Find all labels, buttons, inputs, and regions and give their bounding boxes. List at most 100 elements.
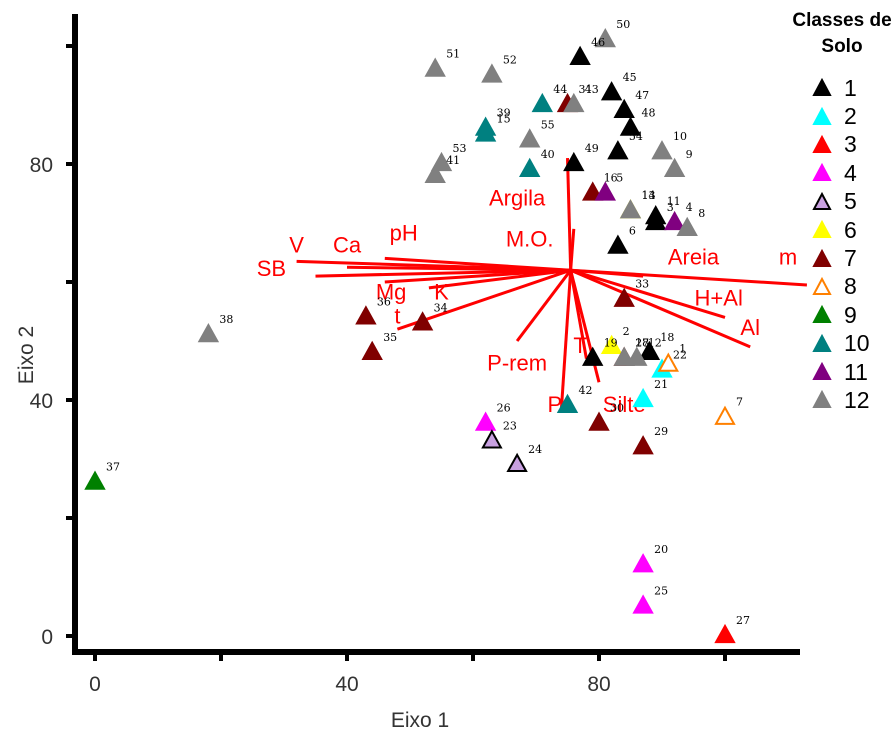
legend-title-line-2: Solo: [821, 36, 863, 57]
point-class-5: [481, 429, 503, 449]
point-class-4: [474, 411, 497, 431]
point-class-1: [563, 151, 585, 172]
legend-item: 2: [812, 102, 870, 130]
point-label: 25: [654, 585, 668, 598]
point-label: 47: [635, 89, 649, 102]
point-class-7: [613, 287, 635, 307]
legend-title-line-1: Classes de: [792, 10, 892, 31]
legend-item: 6: [812, 216, 870, 244]
y-tick-label: 40: [30, 390, 53, 413]
vector-K: [428, 268, 571, 290]
point-label: 5: [616, 172, 623, 185]
point-class-6: [600, 334, 623, 355]
point-class-7: [582, 181, 604, 201]
vector-label: P-rem: [487, 351, 547, 376]
point-class-4: [632, 553, 654, 573]
legend-label: 4: [844, 159, 857, 186]
point-class-4: [632, 594, 654, 614]
legend-label: 9: [844, 301, 857, 328]
legend-marker: [812, 276, 832, 295]
legend-label: 6: [844, 216, 857, 243]
vector-label: Argila: [489, 185, 546, 210]
point-class-1: [645, 204, 667, 225]
vector-Mg: [384, 268, 571, 284]
point-class-8: [657, 352, 679, 372]
point-class-12: [563, 92, 585, 113]
point-class-12: [663, 157, 686, 178]
point-label: 41: [446, 154, 460, 167]
point-class-8: [714, 405, 736, 425]
point-label: 27: [736, 614, 750, 627]
legend-marker: [812, 106, 832, 125]
point-class-12: [613, 346, 635, 366]
legend-item: 4: [812, 159, 870, 187]
point-label: 53: [453, 142, 467, 155]
point-label: 13: [642, 189, 656, 202]
point-class-12: [651, 140, 673, 160]
axes: 0 40 80 0 40 80: [30, 14, 800, 696]
legend-marker: [812, 248, 832, 267]
legend-label: 10: [844, 330, 870, 357]
point-class-5: [506, 452, 528, 473]
point-label: 35: [383, 331, 397, 344]
point-class-12: [430, 151, 453, 172]
legend: Classes de Solo 1 2 3 4 5 6 7 8 9 10 11 12: [790, 8, 894, 413]
point-class-3: [714, 623, 736, 644]
point-label: 50: [616, 18, 630, 31]
point-label: 51: [446, 48, 460, 61]
legend-label: 11: [844, 358, 868, 385]
legend-marker: [812, 220, 832, 239]
x-axis-label: Eixo 1: [391, 709, 449, 732]
vector-label: Al: [740, 315, 760, 340]
point-label: 3: [667, 201, 674, 214]
point-label: 21: [654, 378, 668, 391]
point-label: 9: [686, 148, 693, 161]
point-label: 30: [610, 402, 624, 415]
point-label: 36: [377, 295, 391, 308]
point-class-7: [411, 311, 434, 331]
vector-label: Ca: [333, 233, 362, 258]
point-label: 8: [698, 207, 705, 220]
point-label: 24: [528, 443, 542, 456]
point-label: 16: [604, 172, 618, 185]
legend-label: 2: [844, 103, 857, 130]
y-tick-label: 80: [30, 154, 53, 177]
point-label: 11: [667, 195, 681, 208]
point-label: 31: [579, 83, 593, 96]
point-label: 14: [642, 189, 656, 202]
point-class-12: [619, 199, 642, 219]
point-label: 33: [635, 278, 649, 291]
point-label: 23: [503, 419, 517, 432]
vector-label: pH: [390, 221, 418, 246]
point-class-1: [607, 140, 629, 160]
point-class-1: [619, 116, 642, 136]
legend-label: 3: [844, 131, 857, 158]
point-label: 39: [497, 107, 511, 120]
x-tick-label: 0: [89, 673, 101, 696]
point-class-12: [519, 128, 541, 148]
legend-marker: [812, 134, 832, 153]
point-label: 10: [673, 130, 687, 143]
legend-items: 1 2 3 4 5 6 7 8 9 10 11 12: [812, 74, 870, 415]
vector-label: SB: [257, 256, 286, 281]
legend-label: 1: [844, 74, 857, 101]
legend-marker: [812, 78, 832, 97]
vector-label: Mg: [376, 280, 407, 305]
point-class-2: [632, 387, 654, 408]
point-class-1: [638, 340, 661, 360]
point-label: 46: [591, 36, 605, 49]
vector-P-rem: [515, 269, 572, 342]
vector-M.O.: [569, 228, 576, 271]
vector-P: [559, 270, 573, 412]
point-label: 44: [553, 83, 567, 96]
legend-title: Classes de Solo: [790, 8, 894, 60]
legend-item: 7: [812, 244, 870, 272]
point-label: 48: [642, 107, 656, 120]
legend-label: 5: [844, 188, 857, 215]
vector-pH: [384, 256, 571, 272]
point-label: 49: [585, 142, 599, 155]
point-class-1: [607, 234, 629, 254]
point-label: 19: [604, 337, 618, 350]
point-label: 15: [497, 113, 511, 126]
